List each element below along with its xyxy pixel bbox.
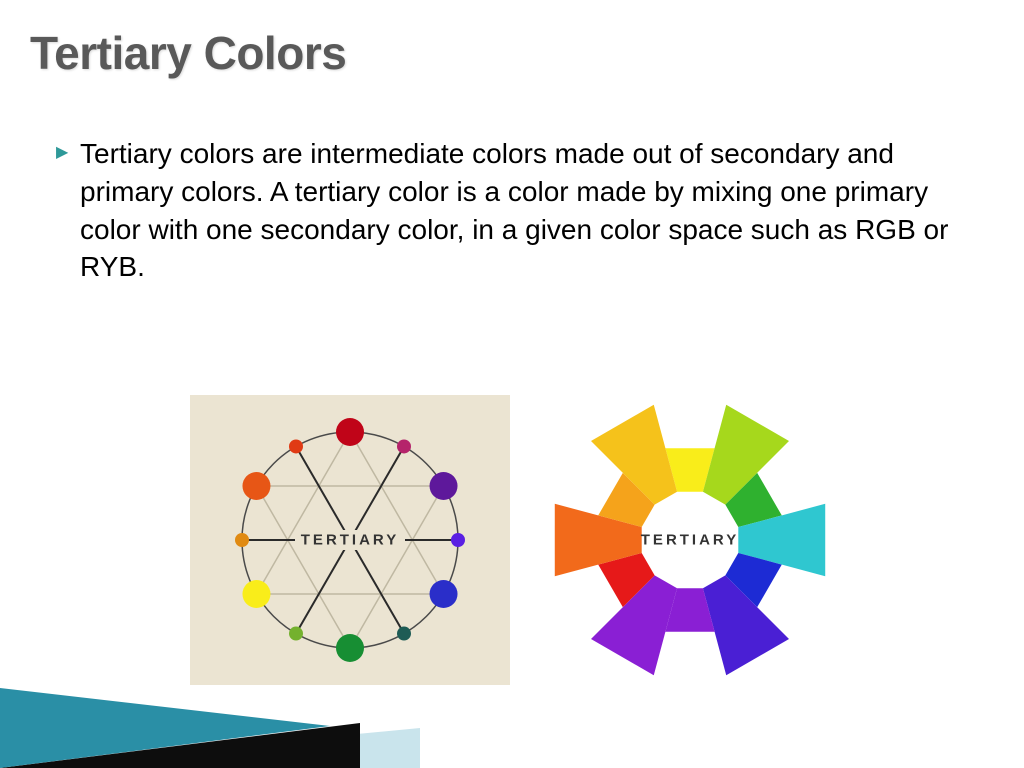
wheel-left-label: TERTIARY [301,532,399,549]
slide-title: Tertiary Colors [30,26,346,80]
body-paragraph: Tertiary colors are intermediate colors … [80,135,960,286]
color-wheel-segments: TERTIARY [530,395,850,685]
color-wheel-dots: TERTIARY [190,395,510,685]
bullet-icon: ▶ [56,142,68,162]
wheel-right-label: TERTIARY [641,532,739,549]
diagram-container: TERTIARY TERTIARY [190,395,850,685]
